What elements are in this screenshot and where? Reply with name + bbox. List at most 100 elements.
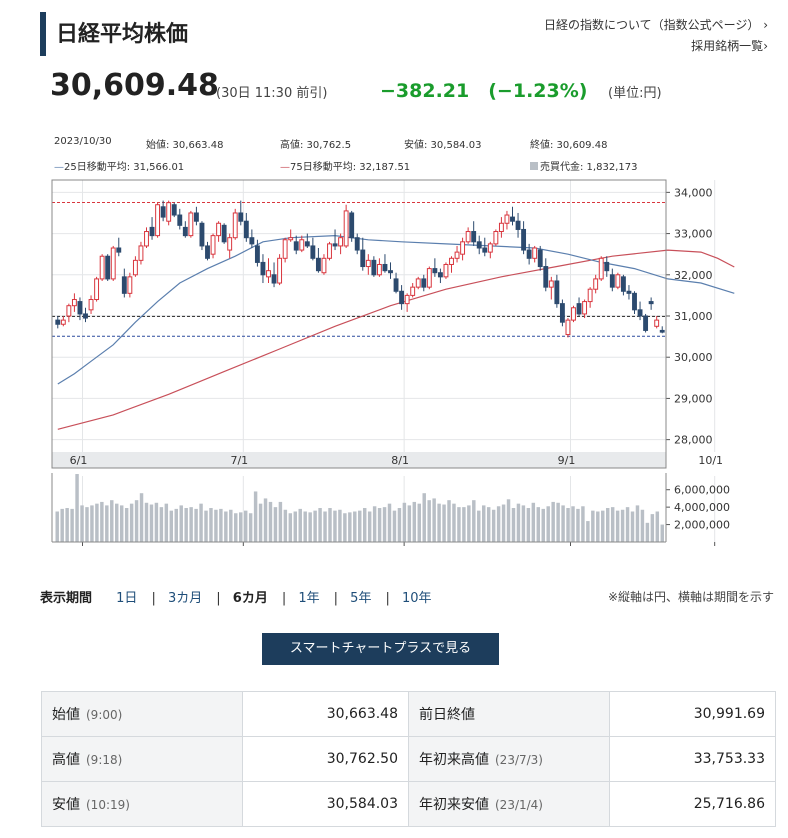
candle-body <box>155 204 161 237</box>
title-accent-bar <box>40 12 46 56</box>
volume-bar <box>412 501 417 542</box>
index-info-link-label[interactable]: 日経の指数について（指数公式ページ） <box>543 18 760 32</box>
candle-body <box>471 231 477 243</box>
volume-bar <box>417 503 421 542</box>
volume-bar <box>115 503 119 542</box>
stat-low-value: 30,584.03 <box>242 781 409 827</box>
candle-body <box>388 270 393 274</box>
candle-body <box>260 261 266 276</box>
stat-key-note: (9:00) <box>86 708 123 722</box>
volume-bar <box>362 508 367 542</box>
volume-bar <box>586 521 590 542</box>
period-separator: | <box>151 591 156 606</box>
candle-body <box>615 274 621 288</box>
volume-bar <box>571 506 575 542</box>
volume-bar <box>635 505 640 542</box>
candle-body <box>55 319 61 325</box>
period-label: 表示期間 <box>40 591 93 606</box>
candle-body <box>149 226 155 237</box>
volume-bar <box>382 507 387 542</box>
candle-body <box>299 239 305 251</box>
volume-bar <box>402 502 407 542</box>
stat-key-label: 始値 <box>52 707 80 723</box>
volume-bar <box>80 505 84 542</box>
candle-body <box>443 263 449 278</box>
volume-bar <box>248 513 253 542</box>
candle-body <box>310 245 316 259</box>
stat-key-label: 年初来高値 <box>419 752 489 768</box>
candle-body <box>127 276 133 294</box>
stat-key-note: (10:19) <box>86 798 130 812</box>
smart-chart-button[interactable]: スマートチャートプラスで見る <box>262 633 499 665</box>
volume-bar <box>343 513 347 542</box>
volume-bar <box>457 507 461 542</box>
period-3m[interactable]: 3カ月 <box>167 591 203 606</box>
candle-body <box>160 206 166 218</box>
volume-bar <box>95 503 99 542</box>
volume-bar <box>447 500 451 542</box>
volume-bar <box>169 510 174 542</box>
stat-ytd-low-value: 25,716.86 <box>609 781 776 827</box>
current-price: 30,609.48 <box>50 68 219 103</box>
y-tick-label: 30,000 <box>674 351 713 364</box>
volume-bar <box>358 510 362 542</box>
candle-body <box>632 292 637 311</box>
volume-bar <box>467 505 471 542</box>
volume-bar <box>640 509 645 542</box>
volume-bar <box>526 508 531 542</box>
volume-bar <box>536 507 541 542</box>
axis-note: ※縦軸は円、横軸は期間を示す <box>607 590 774 604</box>
candle-body <box>604 261 610 272</box>
volume-bar <box>268 501 273 542</box>
period-1y[interactable]: 1年 <box>298 591 320 606</box>
index-info-link[interactable]: 日経の指数について（指数公式ページ） › <box>544 16 768 33</box>
ma25-legend-line: — <box>54 162 64 173</box>
candle-body <box>110 247 116 280</box>
components-link[interactable]: 採用銘柄一覧› <box>691 37 768 54</box>
legend-ma75-label: 75日移動平均: 32,187.51 <box>290 162 411 173</box>
period-6m[interactable]: 6カ月 <box>232 591 268 606</box>
candle-body <box>60 319 66 325</box>
stat-low-key: 安値 (10:19) <box>41 781 243 827</box>
candle-body <box>465 231 471 243</box>
stat-ytd-high-key: 年初来高値 (23/7/3) <box>408 736 610 782</box>
candle-body <box>243 220 249 239</box>
volume-bar <box>432 498 436 542</box>
candle-body <box>288 237 294 241</box>
volume-bar <box>496 506 501 542</box>
stat-high-key: 高値 (9:18) <box>41 736 243 782</box>
period-10y[interactable]: 10年 <box>401 591 432 606</box>
volume-bar <box>422 493 426 542</box>
volume-bar <box>189 507 193 542</box>
volume-bar <box>263 498 268 542</box>
legend-volume-label: 売買代金: 1,832,173 <box>540 162 638 173</box>
ma75-line <box>57 249 735 430</box>
price-chart[interactable]: 34,000 33,000 32,000 31,000 30,000 29,000 28,0… <box>0 176 788 546</box>
volume-bar <box>224 511 228 542</box>
candle-body <box>487 243 493 253</box>
price-change: −382.21 (−1.23%) <box>380 80 588 102</box>
candle-body <box>559 303 565 323</box>
stat-key-label: 前日終値 <box>419 707 475 723</box>
stat-key-label: 年初来安値 <box>419 797 489 813</box>
period-5y[interactable]: 5年 <box>350 591 372 606</box>
candle-body <box>393 278 399 292</box>
price-panel-frame <box>51 179 667 469</box>
y-tick-label: 34,000 <box>674 186 713 199</box>
volume-bar <box>164 503 169 542</box>
volume-bar <box>278 501 283 542</box>
x-axis-band <box>52 452 666 468</box>
candle-body <box>88 299 94 311</box>
candle-body <box>449 257 454 265</box>
candle-body <box>404 294 410 305</box>
period-separator: | <box>281 591 287 606</box>
components-link-label[interactable]: 採用銘柄一覧 <box>691 39 764 53</box>
candle-body <box>643 315 649 331</box>
volume-bar <box>238 512 243 542</box>
candle-body <box>221 224 227 243</box>
volume-bar <box>283 509 288 542</box>
volume-bar <box>298 508 302 542</box>
info-open: 始値: 30,663.48 <box>146 140 224 151</box>
period-1d[interactable]: 1日 <box>116 591 138 606</box>
volume-bar <box>501 504 506 542</box>
